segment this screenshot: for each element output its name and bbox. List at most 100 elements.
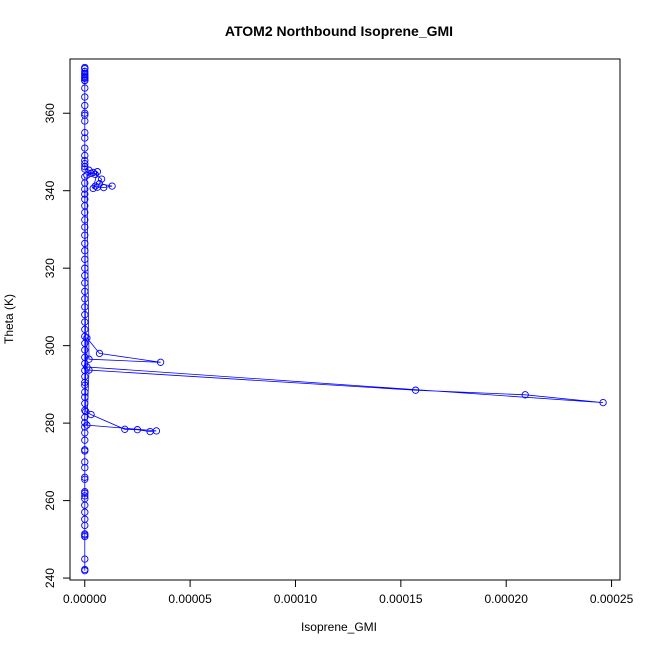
data-point bbox=[83, 421, 91, 429]
data-point bbox=[81, 436, 89, 444]
data-point bbox=[81, 492, 89, 500]
chart-title: ATOM2 Northbound Isoprene_GMI bbox=[225, 23, 453, 39]
data-point bbox=[81, 159, 89, 168]
data-point bbox=[81, 73, 89, 82]
data-point bbox=[81, 508, 89, 516]
data-point bbox=[81, 156, 89, 165]
data-point bbox=[81, 446, 89, 454]
y-tick-label: 280 bbox=[43, 413, 57, 433]
y-tick-label: 300 bbox=[43, 335, 57, 355]
data-point bbox=[152, 427, 161, 435]
x-tick-label: 0.00010 bbox=[274, 592, 318, 606]
data-point bbox=[81, 388, 89, 396]
data-point bbox=[81, 195, 89, 203]
data-point bbox=[81, 423, 89, 431]
data-point bbox=[83, 363, 91, 371]
data-point bbox=[81, 117, 89, 125]
data-point bbox=[81, 325, 89, 334]
data-point bbox=[81, 353, 89, 361]
data-point bbox=[411, 386, 420, 394]
data-point bbox=[81, 303, 89, 311]
data-point bbox=[81, 393, 89, 401]
data-point bbox=[81, 109, 89, 117]
data-point bbox=[81, 165, 89, 173]
x-axis-label: Isoprene_GMI bbox=[301, 620, 377, 634]
data-point bbox=[81, 413, 89, 421]
x-tick-label: 0.00025 bbox=[590, 592, 634, 606]
data-point bbox=[121, 425, 129, 433]
data-point bbox=[81, 279, 89, 287]
data-point bbox=[81, 419, 89, 427]
plot-area bbox=[81, 63, 607, 575]
y-tick-label: 240 bbox=[43, 568, 57, 588]
y-axis-label: Theta (K) bbox=[2, 294, 16, 344]
data-point bbox=[81, 515, 89, 523]
data-point bbox=[599, 398, 607, 407]
data-point bbox=[97, 175, 106, 183]
x-tick-label: 0.00005 bbox=[168, 592, 212, 606]
data-point bbox=[81, 190, 89, 198]
data-point bbox=[83, 334, 91, 342]
y-tick-label: 320 bbox=[43, 258, 57, 278]
data-point bbox=[81, 530, 89, 538]
data-point bbox=[81, 318, 89, 326]
x-axis: 0.00000 0.00005 0.00010 0.00015 0.00020 0.000… bbox=[63, 579, 634, 606]
data-point bbox=[81, 239, 89, 248]
y-tick-label: 260 bbox=[43, 490, 57, 510]
data-point bbox=[81, 264, 89, 272]
data-point bbox=[81, 134, 89, 142]
data-point bbox=[85, 355, 93, 363]
data-point bbox=[81, 464, 89, 472]
data-point bbox=[81, 295, 89, 303]
data-point bbox=[81, 429, 89, 437]
data-point bbox=[91, 182, 99, 190]
data-point bbox=[81, 255, 89, 263]
data-point bbox=[82, 407, 90, 416]
data-point bbox=[83, 171, 91, 179]
data-point bbox=[81, 144, 89, 152]
data-point bbox=[81, 475, 89, 483]
data-point bbox=[81, 84, 89, 92]
data-point bbox=[156, 358, 165, 366]
data-point bbox=[81, 93, 89, 101]
data-point bbox=[81, 488, 89, 496]
data-point bbox=[81, 77, 89, 85]
data-point bbox=[81, 271, 89, 280]
data-point bbox=[87, 410, 95, 419]
data-point bbox=[95, 180, 104, 188]
data-point bbox=[81, 458, 89, 466]
data-point bbox=[81, 381, 89, 389]
data-point bbox=[95, 349, 104, 358]
plot-frame bbox=[69, 58, 621, 581]
data-point bbox=[81, 247, 89, 255]
data-point bbox=[81, 173, 89, 181]
data-point bbox=[81, 378, 89, 387]
data-point bbox=[521, 391, 529, 399]
x-tick-label: 0.00000 bbox=[63, 592, 107, 606]
data-point bbox=[91, 170, 99, 179]
data-point bbox=[81, 223, 89, 231]
data-point bbox=[133, 426, 142, 434]
data-point bbox=[81, 555, 89, 563]
data-point bbox=[81, 151, 89, 160]
data-point bbox=[81, 111, 89, 119]
data-point bbox=[81, 495, 89, 503]
data-point bbox=[81, 101, 89, 110]
data-point bbox=[81, 216, 89, 224]
data-point bbox=[81, 311, 89, 319]
data-point bbox=[81, 473, 89, 481]
data-point bbox=[81, 63, 89, 72]
y-tick-label: 340 bbox=[43, 180, 57, 200]
data-point bbox=[81, 71, 89, 79]
data-point bbox=[81, 128, 89, 137]
y-axis: 240 260 280 300 320 340 360 bbox=[43, 103, 71, 588]
data-point bbox=[81, 565, 89, 574]
x-tick-label: 0.00015 bbox=[379, 592, 423, 606]
data-point bbox=[89, 184, 97, 193]
data-point bbox=[81, 287, 89, 296]
data-point bbox=[108, 182, 116, 190]
y-tick-label: 360 bbox=[43, 103, 57, 123]
data-point bbox=[81, 231, 89, 239]
x-tick-label: 0.00020 bbox=[485, 592, 529, 606]
